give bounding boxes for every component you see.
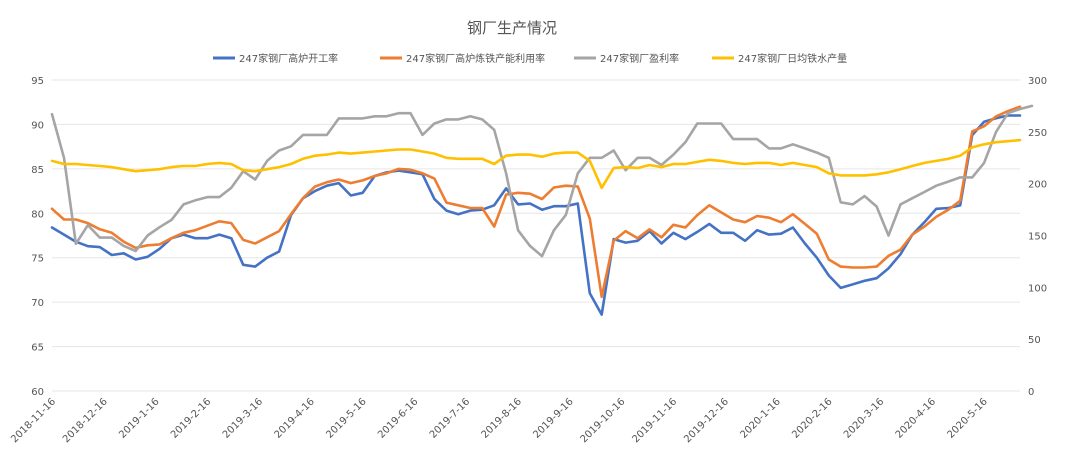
right-y-tick-label: 100 bbox=[1028, 283, 1047, 294]
x-tick-label: 2019-8-16 bbox=[480, 396, 524, 440]
x-tick-label: 2020-5-16 bbox=[946, 396, 990, 440]
x-tick-label: 2020-4-16 bbox=[894, 396, 938, 440]
x-tick-label: 2020-3-16 bbox=[842, 396, 886, 440]
legend-label: 247家钢厂盈利率 bbox=[600, 52, 679, 65]
series-lines bbox=[50, 104, 1034, 316]
left-y-axis: 60 65 70 75 80 85 90 95 bbox=[31, 76, 44, 398]
left-y-tick-label: 90 bbox=[31, 120, 44, 131]
x-tick-label: 2020-2-16 bbox=[790, 396, 834, 440]
x-tick-label: 2019-7-16 bbox=[428, 396, 472, 440]
left-y-tick-label: 75 bbox=[31, 254, 44, 265]
right-y-axis: 0 50 100 150 200 250 300 bbox=[1028, 76, 1047, 398]
series-line-2 bbox=[50, 105, 1022, 299]
series-line-4 bbox=[50, 138, 1022, 190]
chart-title: 钢厂生产情况 bbox=[467, 19, 557, 37]
x-tick-label: 2019-6-16 bbox=[376, 396, 420, 440]
x-tick-label: 2019-2-16 bbox=[169, 396, 213, 440]
legend-label: 247家钢厂高炉炼铁产能利用率 bbox=[406, 52, 545, 65]
right-y-tick-label: 300 bbox=[1028, 76, 1047, 87]
legend-label: 247家钢厂日均铁水产量 bbox=[738, 52, 847, 65]
right-y-tick-label: 0 bbox=[1028, 387, 1034, 398]
x-tick-label: 2019-5-16 bbox=[324, 396, 368, 440]
series-line-3 bbox=[50, 104, 1034, 258]
x-axis: 2018-11-16 2018-12-16 2019-1-16 2019-2-16 20… bbox=[9, 396, 990, 445]
x-tick-label: 2019-12-16 bbox=[682, 396, 731, 445]
left-y-tick-label: 85 bbox=[31, 165, 44, 176]
x-tick-label: 2019-1-16 bbox=[117, 396, 161, 440]
x-tick-label: 2019-3-16 bbox=[221, 396, 265, 440]
x-tick-label: 2018-11-16 bbox=[9, 396, 58, 445]
x-tick-label: 2019-10-16 bbox=[579, 396, 628, 445]
x-tick-label: 2018-12-16 bbox=[61, 396, 110, 445]
series-line-1 bbox=[50, 114, 1022, 316]
right-y-tick-label: 250 bbox=[1028, 128, 1047, 139]
x-tick-label: 2020-1-16 bbox=[738, 396, 782, 440]
x-tick-label: 2019-11-16 bbox=[630, 396, 679, 445]
right-y-tick-label: 150 bbox=[1028, 232, 1047, 243]
left-y-tick-label: 60 bbox=[31, 387, 44, 398]
legend-label: 247家钢厂高炉开工率 bbox=[239, 52, 338, 65]
x-tick-label: 2019-9-16 bbox=[531, 396, 575, 440]
left-y-tick-label: 80 bbox=[31, 209, 44, 220]
right-y-tick-label: 50 bbox=[1028, 335, 1041, 346]
x-tick-label: 2019-4-16 bbox=[273, 396, 317, 440]
left-y-tick-label: 70 bbox=[31, 298, 44, 309]
left-y-tick-label: 95 bbox=[31, 76, 44, 87]
gridlines bbox=[52, 79, 1020, 392]
right-y-tick-label: 200 bbox=[1028, 180, 1047, 191]
legend: 247家钢厂高炉开工率 247家钢厂高炉炼铁产能利用率 247家钢厂盈利率 247家钢… bbox=[213, 52, 847, 65]
left-y-tick-label: 65 bbox=[31, 343, 44, 354]
